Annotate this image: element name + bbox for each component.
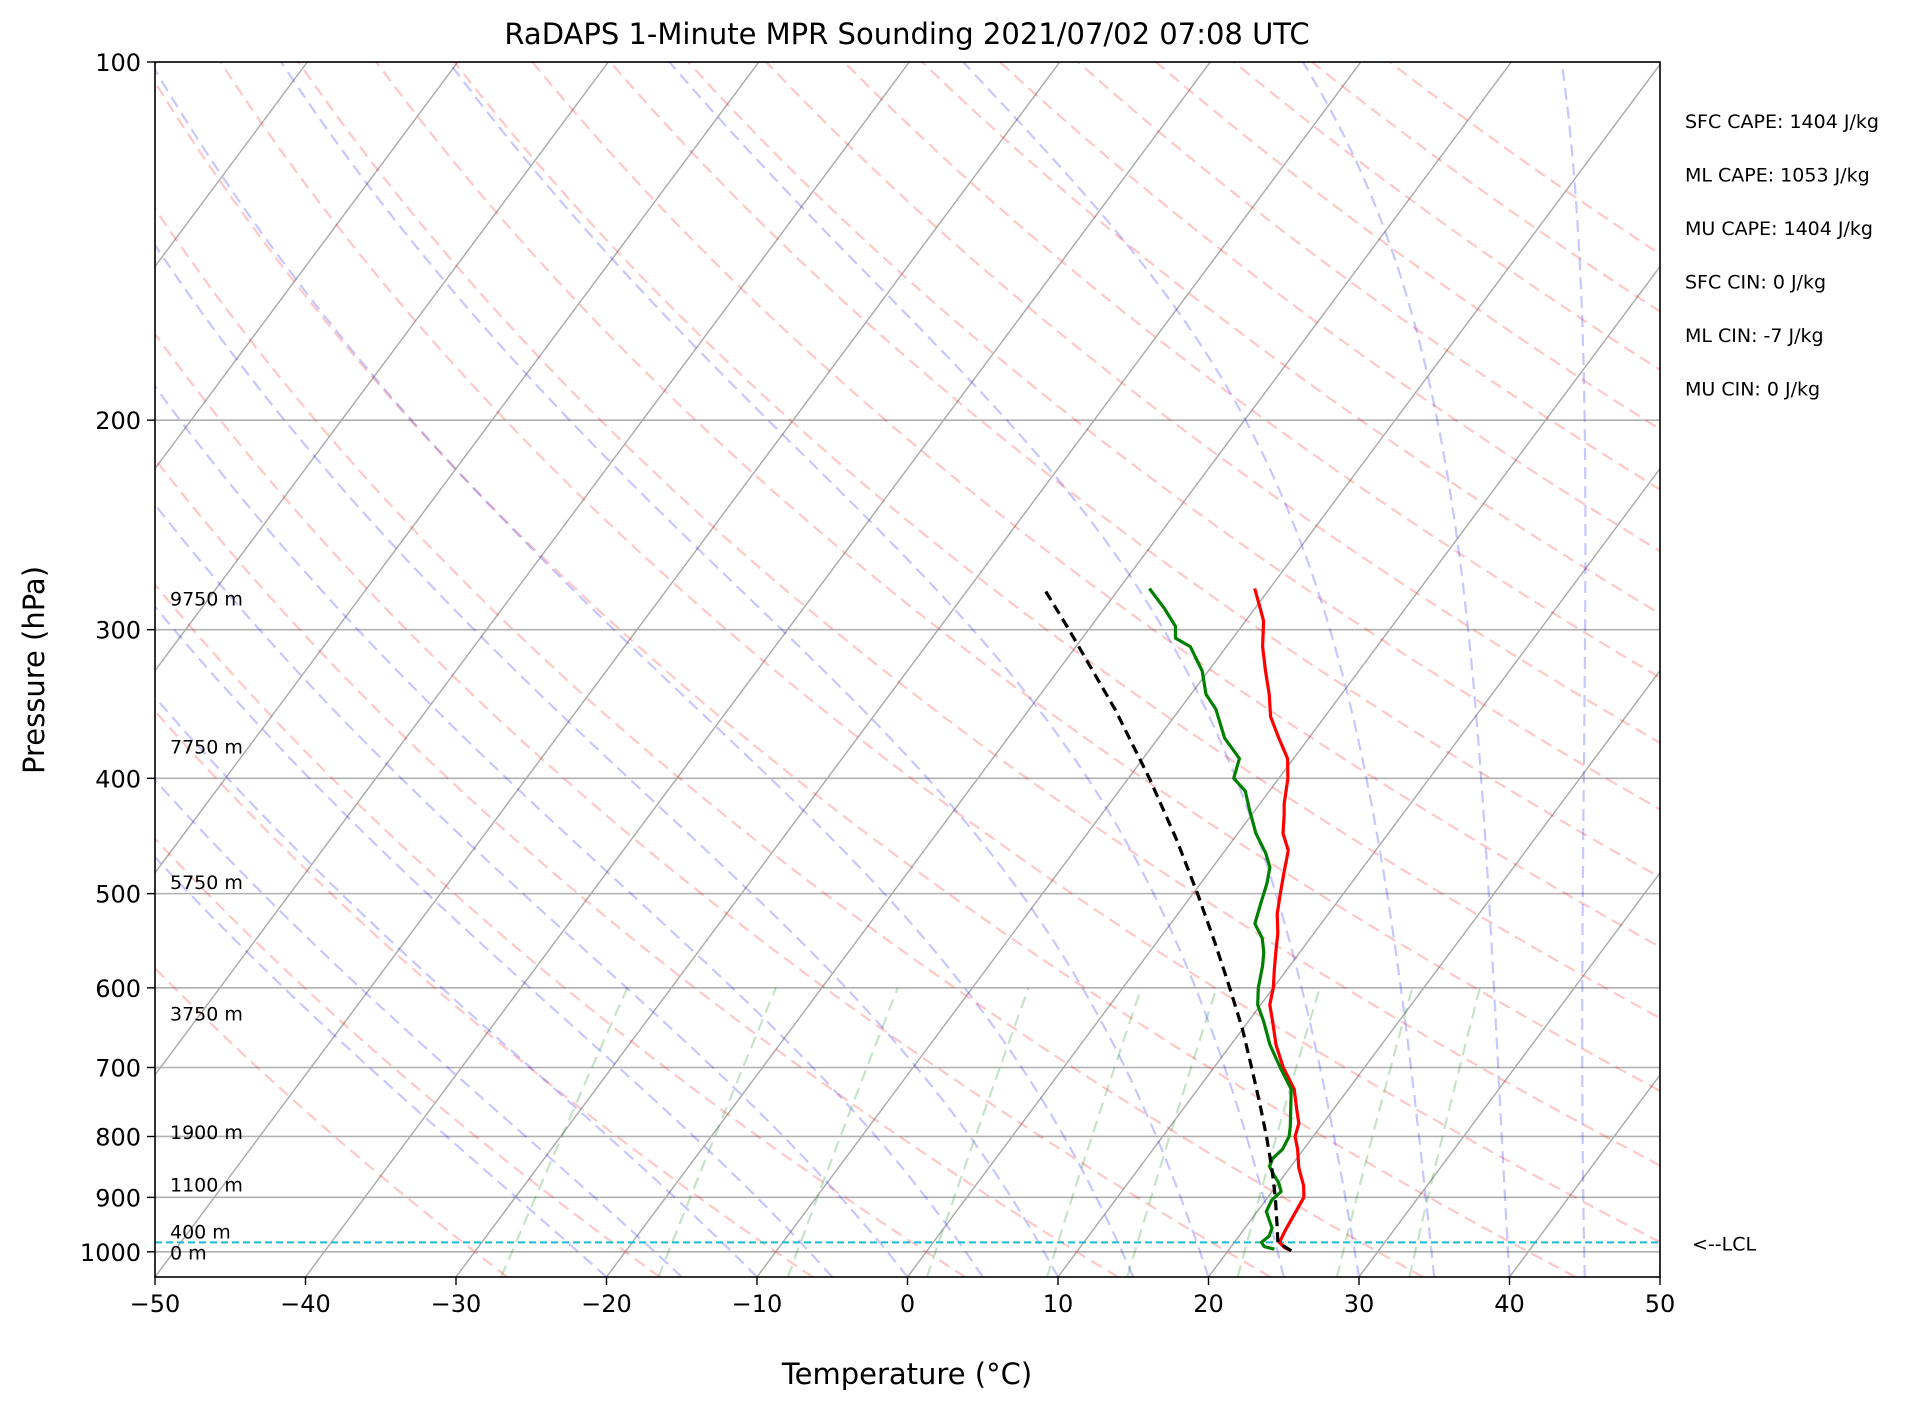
moist-adiabat [447,62,1285,1277]
dry-adiabat [842,62,1660,679]
height-label: 7750 m [170,737,243,759]
isotherm-gridline [756,63,1660,1277]
moist-adiabat [155,695,758,1277]
isotherm-gridline [1358,871,1660,1277]
x-tick-label: 10 [1043,1290,1074,1318]
isotherm-gridline [155,62,760,874]
y-tick-label: 100 [95,49,141,77]
x-tick-label: −30 [431,1290,482,1318]
mixing-ratio-line [1045,987,1143,1277]
stat-line: MU CAPE: 1404 J/kg [1685,218,1873,240]
isotherm-gridline [155,62,609,672]
y-tick-label: 500 [95,881,141,909]
moist-adiabat [279,62,1210,1277]
axis-ticks: −50 −40 −30 −20 −10 0 10 20 30 40 50 100 200 300 400 50… [80,49,1675,1318]
height-labels: 9750 m 7750 m 5750 m 3750 m 1900 m 1100 m 400 … [170,589,1756,1265]
x-tick-label: −50 [130,1290,181,1318]
x-axis-label: Temperature (°C) [781,1357,1032,1391]
y-tick-label: 400 [95,765,141,793]
lcl-label: <--LCL [1692,1233,1756,1255]
background-lines [155,62,1660,1277]
y-tick-label: 200 [95,407,141,435]
x-tick-label: −20 [581,1290,632,1318]
x-tick-label: 0 [900,1290,915,1318]
y-tick-label: 600 [95,975,141,1003]
isotherm-gridline [155,62,308,268]
moist-adiabat [961,62,1436,1277]
isotherm-gridline [155,62,1061,1277]
mixing-ratio-line [1335,987,1414,1277]
data-series [1042,587,1306,1253]
moist-adiabat [667,62,1361,1277]
dry-adiabat [608,62,1660,879]
y-axis-label: Pressure (hPa) [17,566,51,774]
stat-line: SFC CIN: 0 J/kg [1685,272,1826,294]
moist-adiabat [1560,62,1587,1277]
moist-adiabat [155,604,834,1277]
dry-adiabat [686,62,1660,811]
height-label: 3750 m [170,1004,243,1026]
height-label: 0 m [170,1242,207,1264]
x-tick-label: −40 [280,1290,331,1318]
dry-adiabat [375,62,1660,1093]
stats-panel: SFC CAPE: 1404 J/kg ML CAPE: 1053 J/kg MU … [1685,111,1879,401]
dewpoint-line [1148,587,1293,1251]
isotherm-gridline [304,62,1211,1277]
moist-adiabat [155,778,683,1277]
height-label: 1100 m [170,1175,243,1197]
height-label: 9750 m [170,589,243,611]
temperature-line [1253,588,1306,1253]
parcel-line [1042,587,1293,1253]
y-tick-label: 300 [95,617,141,645]
isotherm-gridline [605,62,1512,1277]
dry-adiabat [155,332,1271,1277]
x-tick-label: 50 [1645,1290,1676,1318]
y-tick-label: 700 [95,1054,141,1082]
y-tick-label: 900 [95,1184,141,1212]
stat-line: ML CIN: -7 J/kg [1685,325,1824,347]
mixing-ratio-line [1236,987,1321,1277]
dry-adiabat [155,457,1119,1277]
dry-adiabat [219,62,1660,1244]
mixing-ratio-line [1126,987,1218,1277]
x-tick-label: 40 [1494,1290,1525,1318]
dry-adiabat [998,62,1660,553]
dry-adiabat [155,582,966,1277]
moist-adiabat [155,67,1135,1277]
dry-adiabat [155,966,509,1277]
mixing-ratio-line [925,987,1030,1277]
height-label: 1900 m [170,1122,243,1144]
dry-adiabat [155,837,661,1277]
isotherm-gridline [1207,669,1660,1277]
isotherm-gridline [155,62,459,470]
chart-title: RaDAPS 1-Minute MPR Sounding 2021/07/02 … [504,17,1309,51]
x-tick-label: 20 [1193,1290,1224,1318]
height-label: 400 m [170,1221,231,1243]
stat-line: MU CIN: 0 J/kg [1685,379,1820,401]
mixing-ratio-line [786,987,899,1277]
y-tick-label: 1000 [80,1239,141,1267]
dry-adiabat [452,62,1660,1020]
isotherm-gridline [906,265,1660,1277]
isotherm-gridline [455,62,1362,1277]
y-tick-label: 800 [95,1123,141,1151]
dry-adiabat [155,80,1577,1277]
moist-adiabat [1301,62,1511,1277]
x-tick-label: 30 [1344,1290,1375,1318]
isotherm-gridline [1057,467,1660,1277]
mixing-ratio-line [500,987,629,1277]
dry-adiabat [297,62,1660,1167]
stat-line: ML CAPE: 1053 J/kg [1685,165,1870,187]
mixing-ratio-line [1408,987,1482,1277]
moist-adiabat [155,384,984,1277]
mixing-ratio-line [657,987,777,1277]
stat-line: SFC CAPE: 1404 J/kg [1685,111,1879,133]
height-label: 5750 m [170,872,243,894]
x-tick-label: −10 [732,1290,783,1318]
moist-adiabat [155,502,909,1277]
moist-adiabat [155,243,1059,1277]
